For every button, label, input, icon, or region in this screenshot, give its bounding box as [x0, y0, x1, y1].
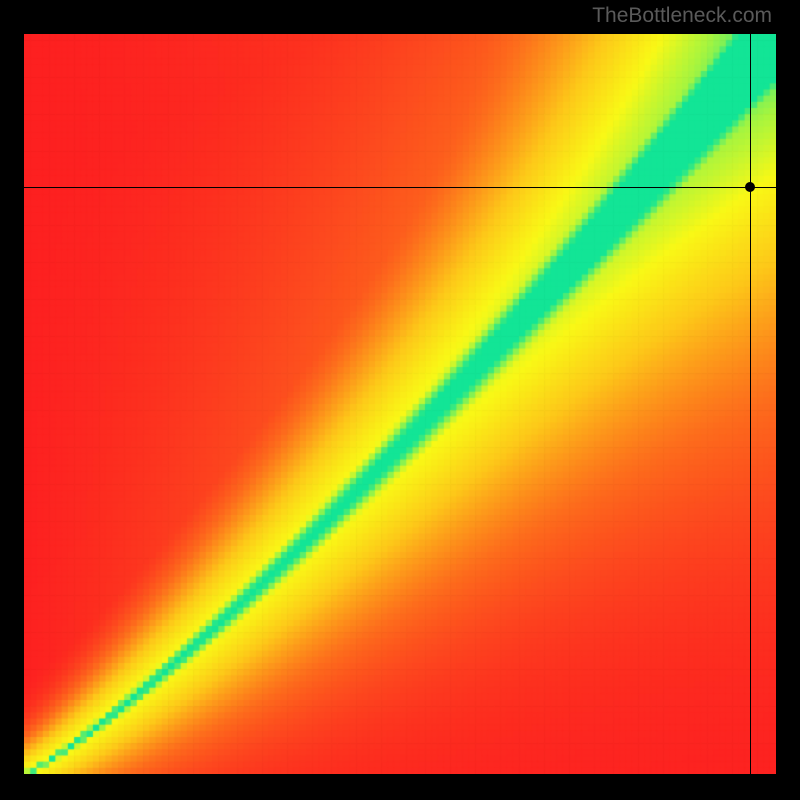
- plot-area: [24, 34, 776, 774]
- marker-dot: [745, 182, 755, 192]
- chart-container: TheBottleneck.com: [0, 0, 800, 800]
- crosshair-horizontal: [24, 187, 776, 188]
- crosshair-vertical: [750, 34, 751, 774]
- heatmap-canvas: [24, 34, 776, 774]
- watermark-text: TheBottleneck.com: [592, 4, 772, 28]
